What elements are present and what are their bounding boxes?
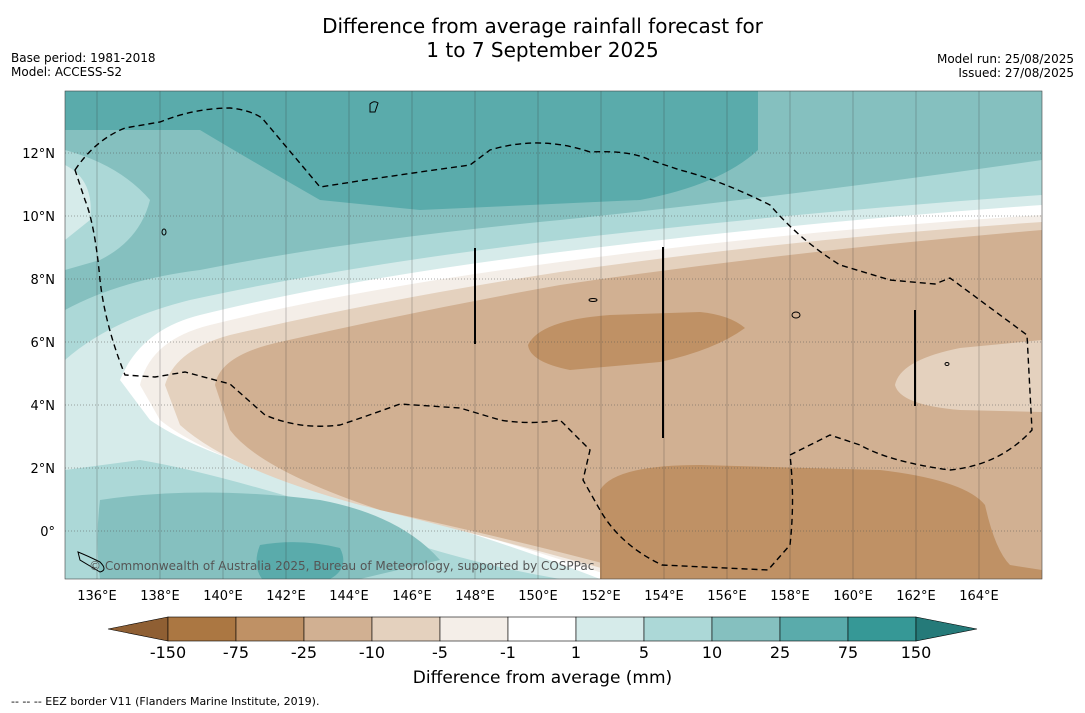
lon-label: 144°E bbox=[329, 589, 369, 604]
contour-neg10-neg5-east bbox=[895, 340, 1042, 412]
eez-border bbox=[74, 107, 1033, 571]
issued-date: Issued: 27/08/2025 bbox=[958, 66, 1074, 80]
map-frame bbox=[64, 90, 1043, 580]
colorbar-tick-label: 10 bbox=[701, 643, 723, 662]
lon-label: 138°E bbox=[140, 589, 180, 604]
colorbar-segment bbox=[235, 616, 305, 642]
contour-5-10-west bbox=[65, 150, 150, 270]
meta-left: Base period: 1981-2018 Model: ACCESS-S2 bbox=[11, 51, 156, 79]
contour-25-75-north bbox=[65, 91, 758, 210]
title-line-2: 1 to 7 September 2025 bbox=[426, 38, 659, 62]
lat-label: 6°N bbox=[31, 336, 56, 351]
colorbar-tick-label: -150 bbox=[149, 643, 187, 662]
lon-label: 160°E bbox=[833, 589, 873, 604]
coastlines bbox=[77, 101, 950, 573]
colorbar-segment bbox=[439, 616, 509, 642]
model-run: Model run: 25/08/2025 bbox=[936, 52, 1074, 66]
contour-10-25-southwest bbox=[97, 492, 440, 579]
base-period: Base period: 1981-2018 bbox=[11, 51, 156, 65]
lon-label: 136°E bbox=[77, 589, 117, 604]
longitude-labels: 136°E 138°E 140°E 142°E 144°E 146°E 148°E 150°E… bbox=[77, 589, 999, 604]
map-title: Difference from average rainfall forecas… bbox=[0, 14, 1085, 62]
colorbar-extend-low bbox=[107, 616, 169, 642]
colorbar-segment bbox=[507, 616, 577, 642]
lon-label: 158°E bbox=[770, 589, 810, 604]
contour-neg75-neg25-north bbox=[528, 312, 745, 370]
colorbar-tick-label: -25 bbox=[290, 643, 318, 662]
lat-label: 0° bbox=[40, 525, 55, 540]
colorbar-tick-label: -5 bbox=[432, 643, 448, 662]
graticule bbox=[65, 91, 1042, 579]
colorbar-tick-label: -10 bbox=[358, 643, 386, 662]
colorbar-segment bbox=[847, 616, 917, 642]
lat-label: 12°N bbox=[22, 147, 55, 162]
colorbar-tick-label: 75 bbox=[837, 643, 859, 662]
lat-label: 10°N bbox=[22, 210, 55, 225]
lon-label: 162°E bbox=[896, 589, 936, 604]
colorbar-segment bbox=[167, 616, 237, 642]
colorbar-tick-label: 150 bbox=[900, 643, 932, 662]
meta-right: Model run: 25/08/2025 Issued: 27/08/2025 bbox=[937, 52, 1074, 80]
eez-footnote: -- -- -- EEZ border V11 (Flanders Marine… bbox=[11, 695, 320, 708]
lat-label: 8°N bbox=[31, 273, 56, 288]
lat-label: 2°N bbox=[31, 462, 56, 477]
colorbar-label: Difference from average (mm) bbox=[412, 668, 673, 688]
colorbar-segment bbox=[371, 616, 441, 642]
latitude-labels: 12°N 10°N 8°N 6°N 4°N 2°N 0° bbox=[22, 147, 55, 540]
island-markers bbox=[474, 247, 916, 438]
lon-label: 156°E bbox=[707, 589, 747, 604]
lon-label: 148°E bbox=[455, 589, 495, 604]
colorbar-segment bbox=[711, 616, 781, 642]
lon-label: 146°E bbox=[392, 589, 432, 604]
colorbar-tick-label: 25 bbox=[769, 643, 791, 662]
colorbar-segment bbox=[303, 616, 373, 642]
model-name: Model: ACCESS-S2 bbox=[11, 65, 123, 79]
colorbar-tick-label: 5 bbox=[638, 643, 650, 662]
colorbar-extend-high bbox=[915, 616, 978, 642]
lon-label: 152°E bbox=[581, 589, 621, 604]
colorbar-segment bbox=[643, 616, 713, 642]
colorbar-tick-label: -1 bbox=[500, 643, 516, 662]
lon-label: 140°E bbox=[203, 589, 243, 604]
contour-field bbox=[65, 91, 1042, 579]
title-line-1: Difference from average rainfall forecas… bbox=[322, 14, 763, 38]
colorbar bbox=[107, 616, 978, 642]
copyright-notice: © Commonwealth of Australia 2025, Bureau… bbox=[89, 559, 594, 573]
lat-label: 4°N bbox=[31, 399, 56, 414]
colorbar-segment bbox=[575, 616, 645, 642]
contour-1-5-west bbox=[65, 165, 91, 240]
contour-25-75-southwest bbox=[256, 542, 344, 579]
lon-label: 164°E bbox=[959, 589, 999, 604]
lon-label: 150°E bbox=[518, 589, 558, 604]
colorbar-tick-label: 1 bbox=[570, 643, 582, 662]
lon-label: 142°E bbox=[266, 589, 306, 604]
colorbar-tick-label: -75 bbox=[222, 643, 250, 662]
contour-neg75-neg25-south bbox=[600, 465, 1042, 579]
lon-label: 154°E bbox=[644, 589, 684, 604]
colorbar-segment bbox=[779, 616, 849, 642]
